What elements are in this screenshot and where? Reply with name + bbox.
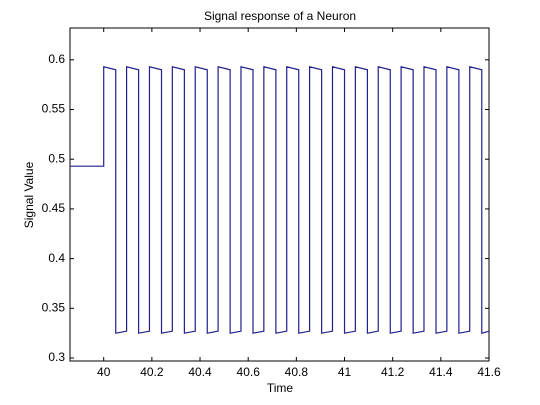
x-tick-label: 41.2 — [381, 365, 405, 379]
chart-title: Signal response of a Neuron — [204, 9, 356, 23]
y-tick-label: 0.35 — [42, 300, 66, 314]
y-tick-label: 0.45 — [42, 201, 66, 215]
signal-line — [70, 66, 490, 334]
x-tick-label: 40.4 — [188, 365, 212, 379]
plot-area — [69, 27, 490, 362]
y-tick-label: 0.3 — [48, 350, 65, 364]
y-tick-label: 0.4 — [48, 251, 65, 265]
y-tick-label: 0.55 — [42, 102, 66, 116]
x-axis-label: Time — [267, 381, 294, 395]
x-tick-label: 40.2 — [140, 365, 164, 379]
x-tick-label: 41.4 — [429, 365, 453, 379]
x-tick-label: 41.6 — [477, 365, 501, 379]
x-tick-label: 40 — [97, 365, 111, 379]
y-tick-label: 0.5 — [48, 151, 65, 165]
y-tick-label: 0.6 — [48, 52, 65, 66]
x-tick-label: 40.6 — [237, 365, 261, 379]
x-tick-label: 40.8 — [285, 365, 309, 379]
y-axis-label: Signal Value — [22, 161, 36, 228]
x-tick-label: 41 — [338, 365, 352, 379]
